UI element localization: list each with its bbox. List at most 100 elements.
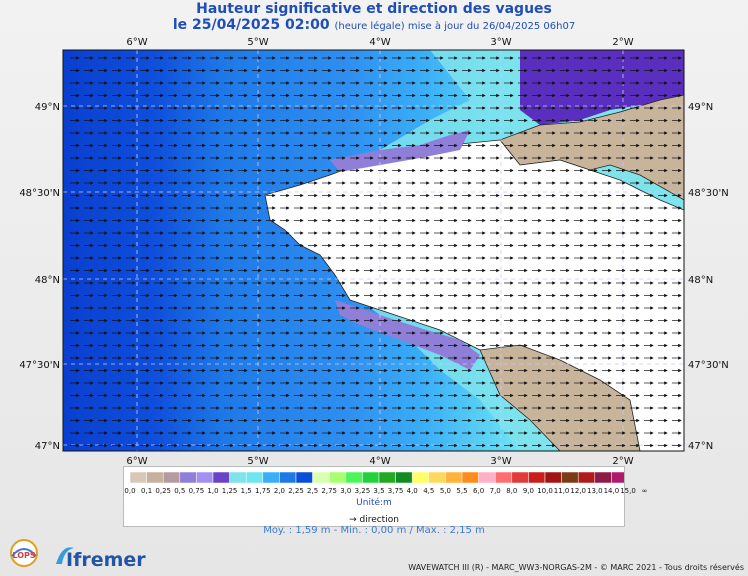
legend-tick-label: 8,0 [506,487,518,495]
direction-legend: → direction [124,515,624,525]
lon-label: 4°W [369,456,390,467]
legend-swatch [611,471,624,484]
lat-label: 48°30'N [688,188,729,199]
legend-swatch [428,471,446,484]
legend-swatch [262,471,280,484]
legend-swatch [411,471,430,484]
legend-tick-label: 15,0 [620,487,636,495]
lon-label: 6°W [126,37,147,48]
legend-tick-label: 1,25 [221,487,238,495]
direction-label: direction [359,515,399,525]
legend-swatch [162,471,181,484]
legend-swatch [345,471,363,484]
svg-text:LOPS: LOPS [12,551,35,560]
lon-label: 6°W [126,456,147,467]
lon-labels-bottom: 6°W 5°W 4°W 3°W 2°W [126,456,633,467]
statistics-line: Moy. : 1,59 m - Min. : 0,00 m / Max. : 2… [263,525,485,536]
legend-swatch [312,471,330,484]
legend-tick-label: 9,0 [522,487,534,495]
legend-tick-label: 2,0 [273,487,285,495]
legend-tick-label: 12,0 [570,487,586,495]
lon-label: 5°W [247,456,268,467]
legend-tick-label: 14,0 [603,487,620,495]
coastal-fringe-south [335,300,480,370]
legend-tick-label: 1,5 [240,487,252,495]
legend-swatch [179,471,197,484]
legend-swatch [511,471,529,484]
legend-swatch [295,471,313,484]
lat-label: 47°N [688,441,713,452]
legend-tick-label: 11,0 [553,487,570,495]
lat-label: 48°N [688,275,713,286]
legend-swatch [129,471,147,484]
lat-label: 47°N [35,441,60,452]
legend-swatch [594,471,612,484]
credit-line: WAVEWATCH III (R) - MARC_WW3-NORGAS-2M -… [408,563,744,572]
color-scale-bar [129,471,624,484]
unit-label: Unité:m [356,498,392,508]
lat-label: 49°N [688,102,713,113]
legend-tick-label: 10,0 [537,487,553,495]
ifremer-logo-text: Ifremer [66,549,146,571]
legend-swatch [494,471,513,484]
legend-tick-label: 0,0 [124,487,136,495]
legend-tick-label: 4,5 [423,487,435,495]
lat-labels-right: 49°N 48°30'N 48°N 47°30'N 47°N [688,102,729,452]
lon-label: 2°W [612,456,633,467]
legend-tick-label: 5,0 [439,487,451,495]
legend-swatch [378,471,396,484]
land-vendee [479,344,641,452]
coastal-fringe-north [330,130,470,172]
direction-arrow-icon: → [349,515,357,525]
legend-swatch [279,471,297,484]
map-title: Hauteur significative et direction des v… [196,1,552,17]
lat-label: 47°30'N [688,360,729,371]
legend-swatch [577,471,596,484]
lat-label: 48°30'N [19,188,60,199]
map-date: le 25/04/2025 02:00 [172,17,330,33]
map-update-note: (heure légale) mise à jour du 26/04/2025… [334,21,576,32]
legend-tick-label: 3,75 [387,487,404,495]
lat-label: 48°N [35,275,60,286]
legend-swatch [478,471,496,484]
legend-tick-label: 4,0 [406,487,418,495]
lon-label: 3°W [490,456,511,467]
lat-label: 47°30'N [19,360,60,371]
legend-tick-label: 0,75 [188,487,205,495]
legend-tick-label: 7,0 [489,487,501,495]
legend-swatch [229,471,247,484]
legend-swatch [445,471,463,484]
legend-swatch [461,471,479,484]
legend-tick-label: 0,1 [141,487,153,495]
legend-swatch [395,471,413,484]
legend-swatch [544,471,562,484]
lon-labels-top: 6°W 5°W 4°W 3°W 2°W [126,37,633,48]
legend-tick-label: 3,25 [354,487,371,495]
legend-swatch [362,471,380,484]
legend-tick-label: 2,25 [288,487,304,495]
wave-map: 6°W 5°W 4°W 3°W 2°W 6°W 5°W 4°W 3°W 2°W … [19,37,729,467]
legend-swatch [328,471,347,484]
legend-swatch [528,471,546,484]
legend-swatch [196,471,214,484]
legend-swatch [212,471,230,484]
lops-logo: LOPS [10,539,38,567]
lon-label: 5°W [247,37,268,48]
legend-swatch [146,471,164,484]
legend-tick-label: 1,0 [207,487,219,495]
color-legend: 0,0 0,1 0,25 0,5 0,75 1,0 1,25 1,5 1,75 2,0 2,25 2,… [123,466,648,527]
lat-labels-left: 49°N 48°30'N 48°N 47°30'N 47°N [19,102,60,452]
legend-tick-label: 0,5 [174,487,186,495]
lon-label: 3°W [490,37,511,48]
legend-tick-label: 1,75 [255,487,271,495]
legend-tick-label: ∞ [641,487,648,495]
lat-label: 49°N [35,102,60,113]
legend-tick-label: 2,5 [307,487,319,495]
legend-tick-label: 3,5 [373,487,385,495]
direction-arrows [70,56,682,448]
legend-tick-label: 6,0 [473,487,485,495]
legend-tick-label: 13,0 [587,487,603,495]
graticule [63,50,684,451]
map-frame [62,49,685,452]
